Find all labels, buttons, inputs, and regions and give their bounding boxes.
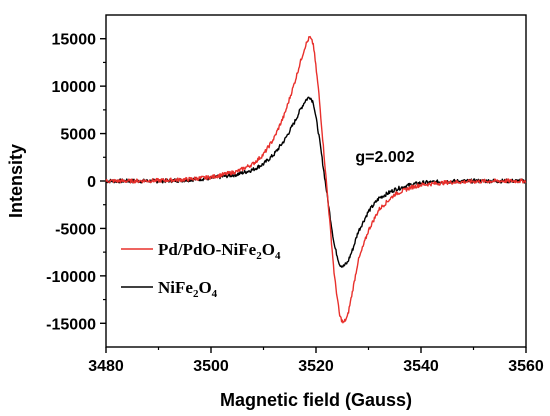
- x-tick-label: 3520: [298, 358, 334, 375]
- y-tick-label: -10000: [46, 269, 96, 286]
- legend-label-sub: 4: [212, 288, 218, 300]
- y-tick-label: -5000: [55, 221, 96, 238]
- legend-label-main: Pd/PdO-NiFe: [158, 240, 257, 259]
- x-tick-label: 3500: [193, 358, 229, 375]
- y-tick-label: 10000: [52, 79, 97, 96]
- legend-label-sub: 2: [193, 288, 199, 300]
- y-tick-label: 0: [87, 174, 96, 191]
- legend-label-mid: O: [198, 278, 211, 297]
- y-tick-label: -15000: [46, 316, 96, 333]
- legend: Pd/PdO-NiFe2O4 NiFe2O4: [121, 240, 281, 300]
- legend-label-mid: O: [262, 240, 275, 259]
- axis-ticks: [100, 38, 527, 353]
- x-tick-label: 3540: [403, 358, 439, 375]
- series-line-pd-pdo-nife2o4: [105, 35, 527, 324]
- legend-label-sub: 2: [256, 250, 262, 262]
- y-axis-title: Intensity: [6, 144, 26, 218]
- series-layer: [105, 35, 527, 324]
- x-tick-label: 3480: [88, 358, 124, 375]
- y-tick-label: 15000: [52, 32, 97, 49]
- y-tick-label: 5000: [60, 127, 96, 144]
- legend-label-pd-pdo-nife2o4: Pd/PdO-NiFe2O4: [158, 240, 281, 262]
- tick-labels: 3480 3500 3520 3540 3560 -15000 -10000 -5000 0 50…: [46, 32, 544, 375]
- x-axis-title: Magnetic field (Gauss): [220, 390, 412, 410]
- legend-label-main: NiFe: [158, 278, 193, 297]
- g-factor-annotation: g=2.002: [355, 149, 414, 166]
- legend-label-nife2o4: NiFe2O4: [158, 278, 218, 300]
- x-tick-label: 3560: [508, 358, 544, 375]
- legend-label-sub: 4: [275, 250, 281, 262]
